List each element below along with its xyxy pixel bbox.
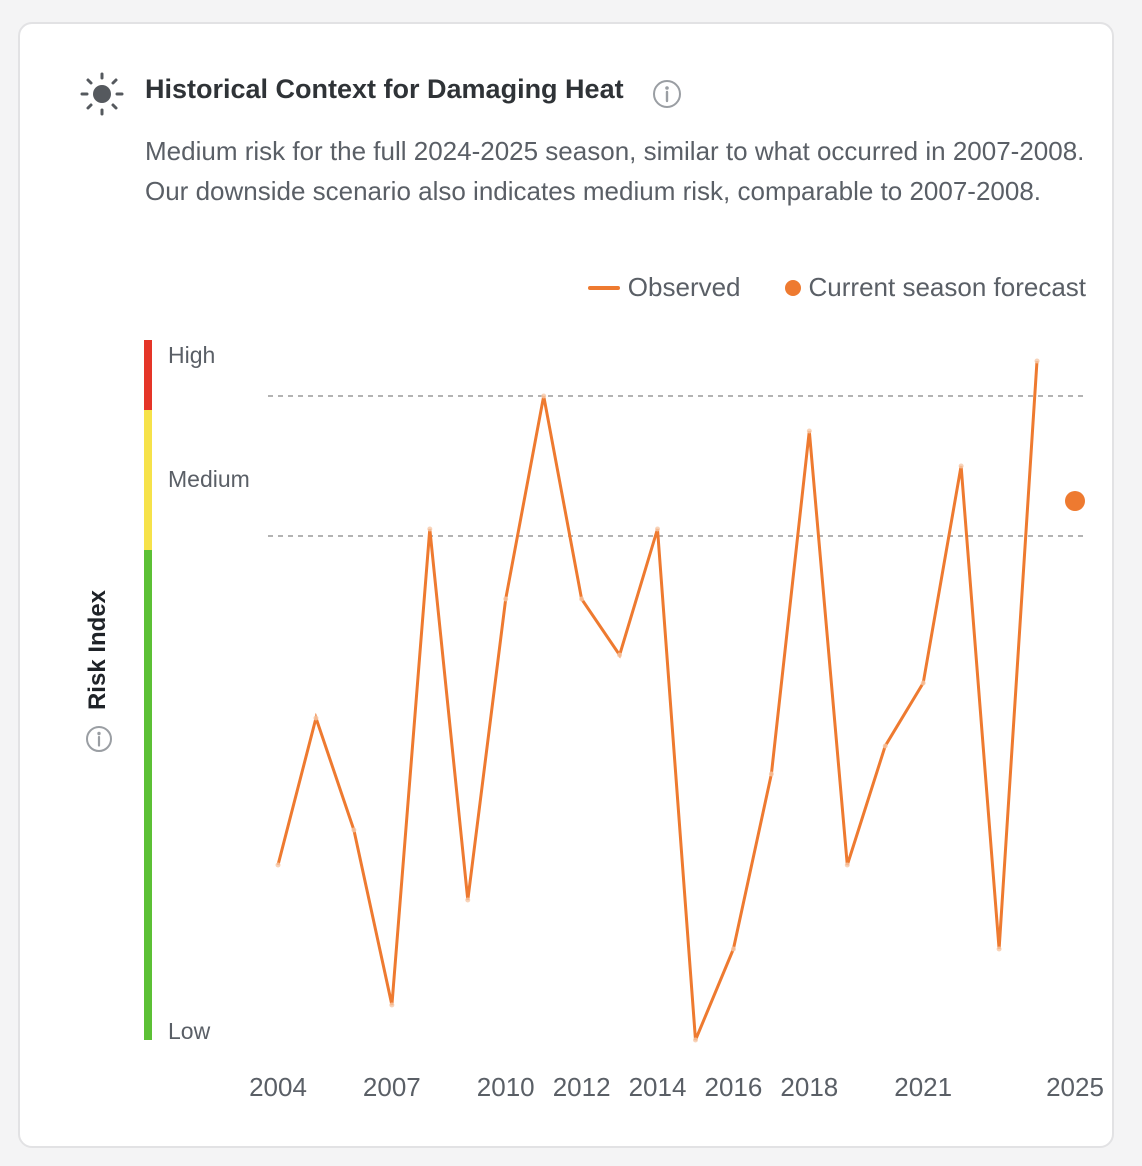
legend-item-observed: Observed	[587, 272, 741, 303]
observed-point-2019	[844, 862, 850, 868]
observed-point-2022	[958, 463, 964, 469]
risk-level-high-label: High	[168, 342, 216, 368]
x-tick-label: 2010	[477, 1072, 535, 1102]
x-tick-label: 2007	[363, 1072, 421, 1102]
observed-point-2017	[768, 771, 774, 777]
info-icon[interactable]	[84, 724, 114, 754]
observed-point-2004	[275, 862, 281, 868]
observed-point-2013	[617, 652, 623, 658]
legend-label-forecast: Current season forecast	[808, 272, 1086, 302]
x-tick-label: 2012	[553, 1072, 611, 1102]
observed-series-line	[276, 360, 1039, 1041]
chart-legend: Observed Current season forecast	[587, 272, 1086, 303]
observed-point-2010	[503, 596, 509, 602]
observed-point-2016	[730, 946, 736, 952]
x-tick-label: 2025	[1046, 1072, 1104, 1102]
observed-point-2005	[313, 715, 319, 721]
risk-bar-low	[144, 550, 152, 1040]
observed-point-2012	[579, 596, 585, 602]
risk-bar-medium	[144, 410, 152, 550]
risk-description: Medium risk for the full 2024-2025 seaso…	[145, 136, 1085, 206]
x-tick-label: 2018	[780, 1072, 838, 1102]
sun-icon	[80, 72, 124, 116]
chart-title: Historical Context for Damaging Heat	[145, 74, 624, 104]
risk-level-low-label: Low	[168, 1018, 211, 1044]
observed-point-2015	[692, 1037, 698, 1043]
forecast-point[interactable]	[1065, 491, 1085, 511]
x-tick-label: 2021	[894, 1072, 952, 1102]
observed-point-2006	[351, 827, 357, 833]
observed-point-2018	[806, 428, 812, 434]
observed-point-2023	[996, 946, 1002, 952]
x-tick-label: 2016	[705, 1072, 763, 1102]
legend-item-forecast: Current season forecast	[784, 272, 1086, 303]
legend-line-marker	[587, 285, 620, 290]
observed-point-2014	[655, 526, 661, 532]
legend-label-observed: Observed	[627, 272, 741, 302]
chart-card	[18, 22, 1114, 1148]
x-tick-label: 2004	[249, 1072, 307, 1102]
info-icon[interactable]	[651, 78, 683, 110]
observed-point-2024	[1034, 358, 1040, 364]
observed-point-2007	[389, 1002, 395, 1008]
observed-point-2021	[920, 680, 926, 686]
risk-bar-high	[144, 340, 152, 410]
observed-point-2020	[882, 743, 888, 749]
observed-point-2009	[465, 897, 471, 903]
x-tick-label: 2014	[629, 1072, 687, 1102]
observed-point-2011	[541, 393, 547, 399]
legend-dot-marker	[784, 279, 801, 296]
risk-level-medium-label: Medium	[168, 466, 250, 492]
observed-point-2008	[427, 526, 433, 532]
